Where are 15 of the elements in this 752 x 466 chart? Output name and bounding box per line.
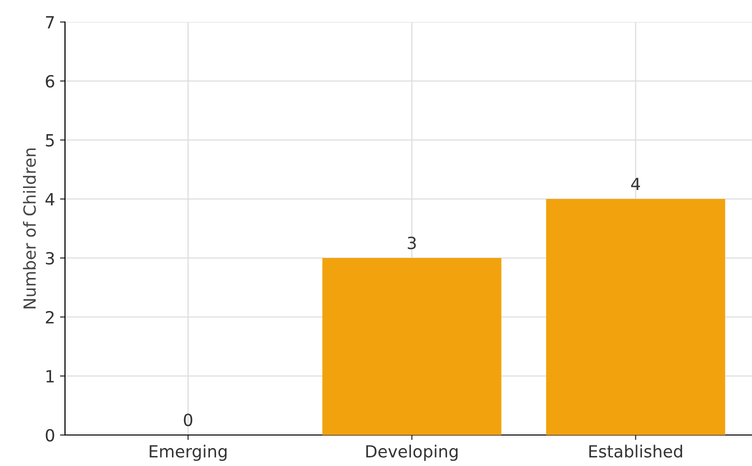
- y-tick-label: 2: [46, 310, 54, 324]
- y-tick-label: 3: [46, 252, 54, 265]
- data-label: 0: [184, 414, 192, 426]
- x-tick-label: Established: [589, 444, 682, 458]
- y-axis-title: Number of Children: [22, 148, 36, 308]
- y-tick-label: 7: [46, 16, 54, 28]
- data-label: 4: [631, 178, 640, 190]
- x-tick-label: Developing: [366, 444, 458, 461]
- y-tick-label: 1: [46, 370, 54, 382]
- y-tick-label: 6: [46, 74, 54, 88]
- x-tick-label: Emerging: [150, 444, 227, 461]
- data-label: 3: [408, 236, 416, 250]
- y-tick-label: 0: [46, 428, 54, 442]
- y-tick-label: 5: [46, 134, 54, 147]
- y-tick-label: 4: [45, 193, 54, 206]
